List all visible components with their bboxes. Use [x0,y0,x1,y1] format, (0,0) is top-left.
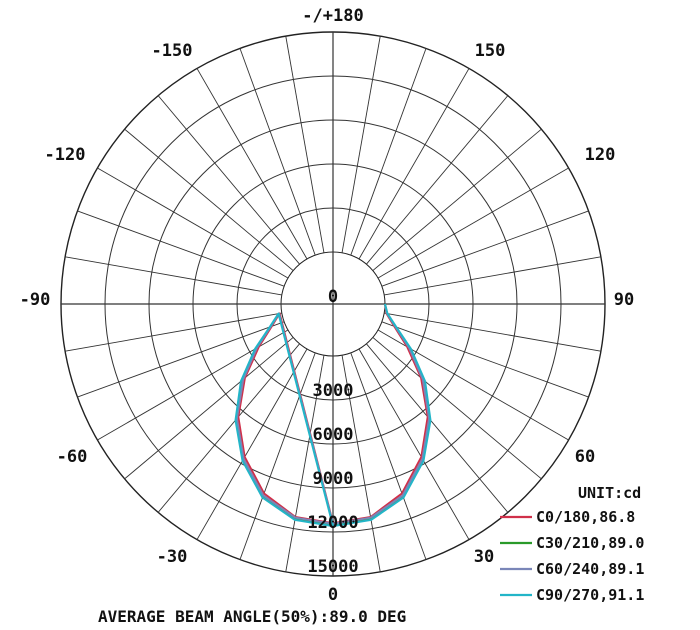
grid-spoke [366,343,509,513]
grid-spoke [381,210,589,287]
grid-spoke [157,95,300,265]
angle-label: 120 [585,145,616,165]
grid-spoke [377,167,569,279]
grid-spoke [77,210,285,287]
angle-label: 0 [328,585,338,605]
angle-label: 30 [474,547,494,567]
beam-angle-footer: AVERAGE BEAM ANGLE(50%):89.0 DEG [98,607,406,626]
grid-spoke [384,256,601,296]
angle-label: -150 [152,41,193,61]
series-curve-3 [234,303,432,528]
unit-label: UNIT:cd [578,484,641,502]
grid-spoke [341,36,381,253]
ring-labels: 0 3000 6000 9000 12000 15000 [307,287,358,577]
grid-spoke [372,128,542,271]
legend: C0/180,86.8 C30/210,89.0 C60/240,89.1 C90/2… [500,508,644,604]
grid-spoke [358,68,470,260]
grid-spoke [381,321,589,398]
grid-spoke [196,348,308,540]
angle-label: 60 [575,447,595,467]
grid-spoke [77,321,285,398]
grid-spoke [65,256,282,296]
grid-spoke [196,68,308,260]
grid-spoke [97,167,289,279]
center-label: 0 [328,287,338,307]
grid-spoke [239,48,316,256]
angle-labels: -/+180 -150 150 -120 120 -90 90 -60 60 -30 30 0 [20,6,635,605]
grid-spoke [285,355,325,572]
polar-grid [60,31,606,577]
legend-entry: C30/210,89.0 [536,534,644,552]
grid-spoke [285,36,325,253]
grid-spoke [124,128,294,271]
angle-label: -30 [157,547,188,567]
angle-label: -/+180 [302,6,363,26]
legend-entry: C90/270,91.1 [536,586,644,604]
ring-label: 6000 [313,425,354,445]
grid-spoke [372,337,542,480]
grid-spoke [341,355,381,572]
angle-label: 90 [614,290,634,310]
grid-spoke [157,343,300,513]
ring-label: 3000 [313,381,354,401]
legend-entry: C60/240,89.1 [536,560,644,578]
angle-label: -90 [20,290,51,310]
grid-spoke [350,48,427,256]
grid-spoke [239,352,316,560]
angle-label: 150 [475,41,506,61]
grid-spoke [124,337,294,480]
ring-label: 15000 [307,557,358,577]
grid-spoke [358,348,470,540]
ring-label: 9000 [313,469,354,489]
grid-spoke [65,312,282,352]
angle-label: -60 [57,447,88,467]
legend-entry: C0/180,86.8 [536,508,635,526]
ring-label: 12000 [307,513,358,533]
grid-spoke [366,95,509,265]
intensity-curves [234,303,432,528]
grid-spoke [384,312,601,352]
angle-label: -120 [45,145,86,165]
grid-spoke [350,352,427,560]
